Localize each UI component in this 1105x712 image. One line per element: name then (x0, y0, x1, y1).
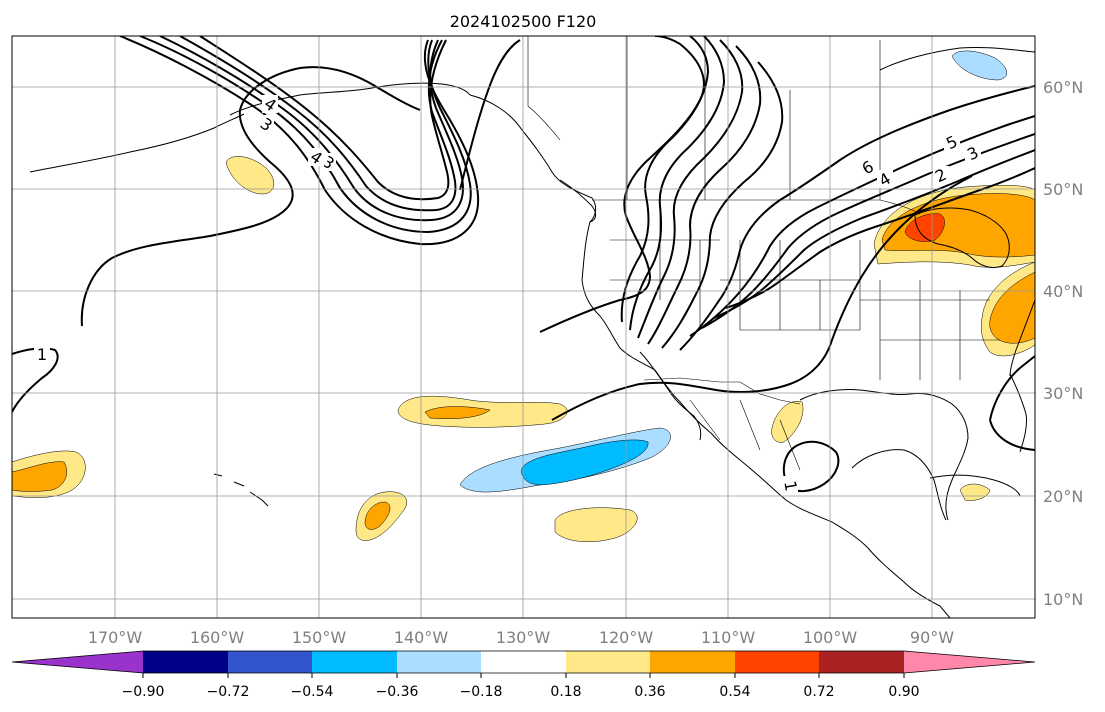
colorbar-tick-label: −0.36 (376, 684, 419, 700)
colorbar-segment (481, 651, 566, 673)
colorbar-segment (143, 651, 228, 673)
atlantic-coast (1009, 299, 1035, 377)
positive-anomaly-mexico (771, 400, 804, 443)
colorbar-segment (819, 651, 904, 673)
contour-22 (989, 355, 1035, 451)
contour-1 (80, 66, 421, 327)
great-lakes (914, 207, 1010, 269)
colorbar-tick-label: 0.36 (634, 684, 665, 700)
contour-2 (12, 347, 59, 413)
contour-19 (713, 149, 1035, 319)
contour-9 (539, 36, 705, 333)
contour-4 (139, 36, 472, 234)
positive-anomaly-gulf-of-alaska (225, 156, 274, 195)
contour-20 (725, 167, 1035, 309)
florida-coast (1009, 373, 1027, 453)
contour-7 (199, 36, 450, 201)
latitude-label: 20°N (1043, 487, 1083, 506)
ocean-background (12, 36, 1035, 618)
positive-anomaly-subtropical-core (424, 406, 491, 419)
positive-anomaly-great-lakes-peak (904, 213, 945, 242)
map-panel: 1 2 3 4 5 6 3 4 3 4 1 (12, 36, 1035, 618)
negative-anomaly-subtropical-core (521, 439, 649, 486)
positive-anomaly-south (554, 507, 638, 543)
contour-3 (119, 36, 480, 246)
gridlines (12, 36, 1035, 618)
longitude-label: 90°W (910, 628, 954, 647)
us-mexico-border (643, 377, 801, 405)
colorbar-segment (397, 651, 481, 673)
colorbar-segment (312, 651, 397, 673)
map-title: 2024102500 F120 (450, 12, 597, 31)
colorbar-extend-high (904, 651, 1035, 673)
colorbar-tick-label: −0.18 (460, 684, 503, 700)
cuba (929, 474, 1021, 497)
colorbar-tick-label: 0.18 (550, 684, 581, 700)
longitude-label: 110°W (701, 628, 756, 647)
aleutian-chain (29, 113, 245, 173)
contour-15 (661, 61, 784, 349)
latitude-label: 40°N (1043, 282, 1083, 301)
contour-18 (701, 133, 1035, 329)
longitude-label: 150°W (292, 628, 347, 647)
latitude-label: 10°N (1043, 590, 1083, 609)
colorbar-segment (735, 651, 819, 673)
map-frame (11, 35, 1036, 619)
colorbar-segment (228, 651, 312, 673)
longitude-label: 120°W (599, 628, 654, 647)
mexico-states (689, 399, 801, 471)
contour-10 (551, 175, 973, 421)
longitude-label: 160°W (190, 628, 245, 647)
longitude-label: 130°W (496, 628, 551, 647)
height-contours (12, 36, 1035, 492)
canada-provinces (626, 36, 881, 200)
contour-13 (637, 39, 744, 339)
anomaly-shading (12, 50, 1035, 543)
longitude-label: 140°W (394, 628, 449, 647)
latitude-label: 50°N (1043, 180, 1083, 199)
contour-14 (647, 45, 762, 345)
colorbar-segment (566, 651, 650, 673)
contour-17 (689, 115, 1035, 337)
longitude-labels: 170°W 160°W 150°W 140°W 130°W 120°W 110°… (88, 628, 954, 647)
hudson-bay-coast (879, 46, 1035, 71)
contour-label: 1 (37, 345, 47, 364)
longitude-label: 100°W (803, 628, 858, 647)
colorbar-tick-label: −0.90 (122, 684, 165, 700)
colorbar-ticks (142, 673, 905, 678)
alaska-border (527, 36, 561, 141)
latitude-label: 60°N (1043, 78, 1083, 97)
contour-16 (679, 85, 1035, 351)
gulf-coast (799, 389, 969, 521)
contour-11 (620, 36, 710, 323)
colorbar-tick-label: 0.72 (803, 684, 834, 700)
colorbar-tick-label: −0.72 (207, 684, 250, 700)
positive-anomaly-hawaii-core (364, 501, 391, 530)
contour-label: 1 (780, 479, 800, 492)
baja-coast (639, 351, 702, 441)
colorbar-segment (650, 651, 735, 673)
colorbar-tick-label: −0.54 (291, 684, 334, 700)
colorbar-tick-label: 0.90 (888, 684, 919, 700)
latitude-labels: 60°N 50°N 40°N 30°N 20°N 10°N (1043, 78, 1083, 609)
longitude-label: 170°W (88, 628, 143, 647)
vancouver-island (559, 179, 597, 223)
colorbar-extend-low (12, 651, 143, 673)
positive-anomaly-west-core (12, 461, 67, 492)
contour-8 (459, 39, 521, 191)
yucatan-coast (851, 449, 947, 521)
colorbar: −0.90 −0.72 −0.54 −0.36 −0.18 0.18 0.36 … (11, 650, 1036, 700)
contour-labels: 1 2 3 4 5 6 3 4 3 4 1 (34, 94, 981, 494)
hawaii-islands (213, 473, 269, 507)
colorbar-tick-label: 0.54 (719, 684, 750, 700)
negative-anomaly-labrador (951, 50, 1007, 81)
latitude-label: 30°N (1043, 384, 1083, 403)
contour-12 (629, 36, 726, 331)
contour-21 (782, 440, 840, 492)
